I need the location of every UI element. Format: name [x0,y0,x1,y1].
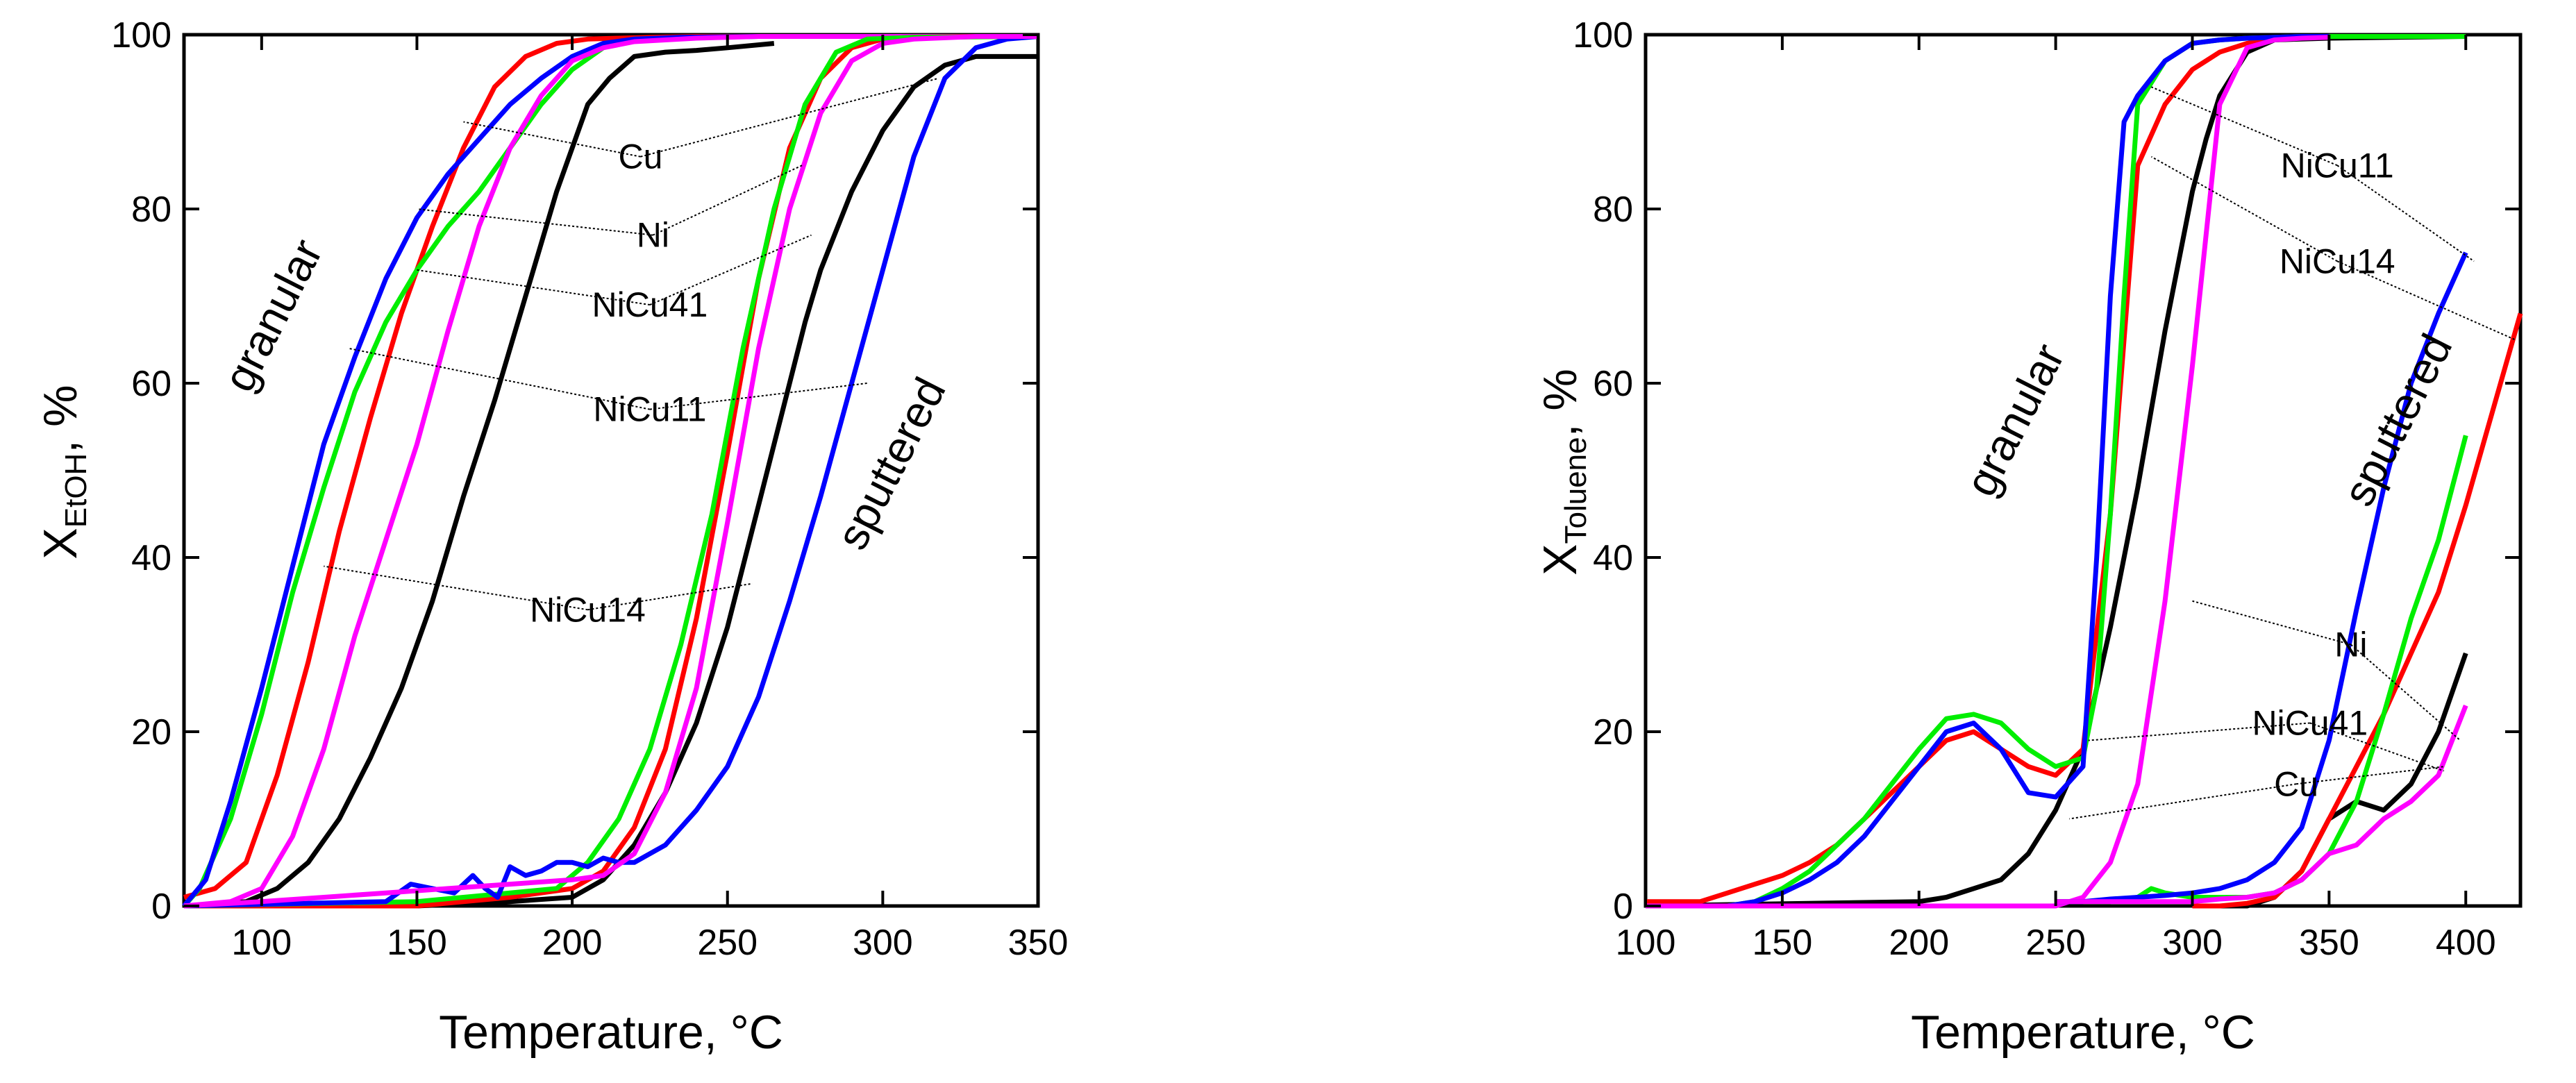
y-axis-title: XEtOH, % [34,385,93,559]
leader-line [2069,784,2296,818]
y-tick-label: 0 [1613,887,1633,927]
x-tick-label: 150 [387,923,447,963]
y-axis-title-tail: , % [34,385,87,453]
x-tick-label: 100 [231,923,292,963]
x-tick-label: 300 [853,923,913,963]
label-nicu41: NiCu41 [2252,703,2368,742]
x-tick-label: 350 [1008,923,1069,963]
svg-text:XEtOH, %: XEtOH, % [34,385,93,559]
leader-line [2193,601,2351,645]
x-tick-label: 200 [542,923,603,963]
figure: 100 150 200 250 300 350020406080100 Temperatu… [0,0,2576,1083]
x-tick-label: 200 [1889,923,1949,963]
x-tick-label: 150 [1752,923,1812,963]
y-axis-title-tail: , % [1534,369,1587,437]
y-tick-label: 60 [131,364,172,404]
y-tick-label: 20 [1593,712,1633,753]
y-tick-label: 40 [131,538,172,578]
label-granular: granular [214,231,333,399]
y-tick-label: 100 [111,15,172,56]
y-axis-title-sub: Toluene [1559,437,1593,544]
label-cu: Cu [619,137,663,176]
svg-text:XToluene, %: XToluene, % [1534,369,1593,576]
chart-etoh: 100 150 200 250 300 350 0 20 40 60 80 100 Temperatu… [34,15,1068,1059]
y-tick-label: 0 [151,887,172,927]
label-ni: Ni [2334,626,2367,664]
label-nicu11: NiCu11 [593,390,706,429]
x-tick-label: 250 [697,923,758,963]
x-tick-label: 350 [2299,923,2359,963]
y-axis-title-main: X [34,528,87,559]
x-axis-title: Temperature, °C [1911,1006,2255,1059]
x-tick-label: 100 [1616,923,1676,963]
x-tick-label: 400 [2436,923,2496,963]
y-tick-label: 20 [131,712,172,753]
x-tick-label: 300 [2162,923,2223,963]
label-sputtered: sputtered [2333,326,2461,514]
y-tick-label: 40 [1593,538,1633,578]
label-granular: granular [1955,336,2074,504]
ticks-etoh: 100 150 200 250 300 350 0 20 40 60 80 100 [111,15,1068,963]
series-line-cu-sputtered [2193,653,2466,906]
y-axis-title: XToluene, % [1534,369,1593,576]
y-tick-label: 60 [1593,364,1633,404]
label-nicu11: NiCu11 [2281,146,2394,185]
label-nicu14: NiCu14 [530,590,646,629]
x-axis-title: Temperature, °C [439,1006,783,1059]
y-tick-label: 80 [1593,190,1633,230]
x-tick-label: 250 [2025,923,2086,963]
label-nicu14: NiCu14 [2280,242,2395,280]
y-tick-label: 80 [131,190,172,230]
chart-toluene: 100 150 200 250 300 350 400 0 20 40 60 80 100 Temper… [1534,15,2520,1059]
y-tick-label: 100 [1573,15,1633,56]
label-cu: Cu [2274,764,2318,803]
label-nicu41: NiCu41 [592,285,708,324]
label-ni: Ni [637,216,669,255]
series-line-cu-granular [184,44,774,907]
y-axis-title-sub: EtOH [59,453,93,528]
y-axis-title-main: X [1534,544,1587,576]
series-line-nicu11-granular [1728,37,2329,907]
